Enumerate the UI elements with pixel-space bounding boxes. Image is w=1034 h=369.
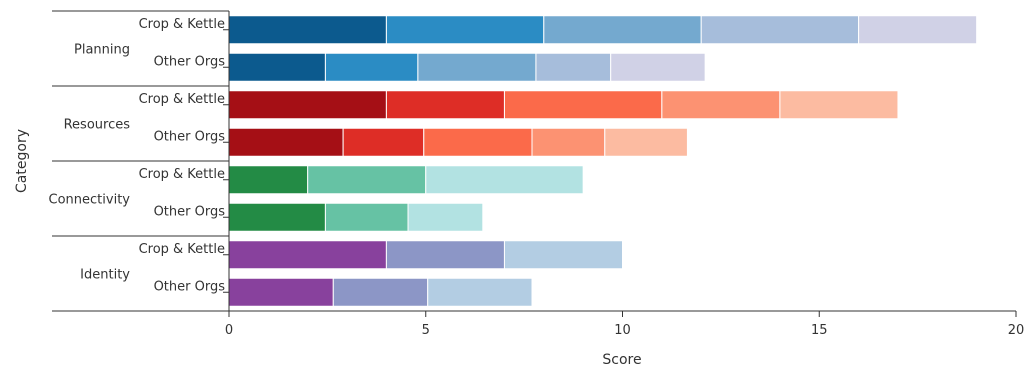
- x-tick-label: 15: [811, 323, 828, 338]
- bar-segment: [342, 127, 425, 157]
- bar-segment: [385, 240, 505, 270]
- x-tick-label: 20: [1008, 323, 1025, 338]
- bar-segment: [425, 165, 584, 195]
- bar-segment: [228, 202, 326, 232]
- y-row-label: Other Orgs: [154, 204, 226, 219]
- bar-segment: [779, 90, 899, 120]
- bar-segment: [543, 15, 702, 45]
- bar-segment: [385, 15, 545, 45]
- bar-segment: [503, 240, 624, 270]
- bar-segment: [228, 165, 309, 195]
- bar-segment: [228, 277, 334, 307]
- bar-segment: [700, 15, 860, 45]
- bar-segment: [427, 277, 533, 307]
- x-tick-label: 5: [422, 323, 430, 338]
- bar-segment: [228, 52, 326, 82]
- bar-segment: [228, 90, 387, 120]
- bar-segment: [324, 202, 409, 232]
- bar-segment: [423, 127, 533, 157]
- bar-segment: [385, 90, 505, 120]
- y-group-label: Resources: [64, 118, 131, 133]
- bar-segment: [407, 202, 484, 232]
- y-row-label: Crop & Kettle: [139, 92, 225, 107]
- bar-segment: [228, 240, 387, 270]
- y-row-label: Crop & Kettle: [139, 167, 225, 182]
- y-group-label: Connectivity: [49, 193, 131, 208]
- axes-layer: Crop & Kettle Other Orgs Planning Crop & Ke…: [49, 10, 1025, 338]
- x-axis-title: Score: [602, 352, 641, 368]
- y-row-label: Crop & Kettle: [139, 242, 225, 257]
- bars-layer: [228, 15, 978, 307]
- bar-segment: [604, 127, 688, 157]
- y-group-label: Planning: [74, 43, 130, 58]
- x-tick-label: 0: [225, 323, 233, 338]
- bar-segment: [228, 15, 387, 45]
- bar-segment: [535, 52, 612, 82]
- bar-segment: [332, 277, 429, 307]
- y-row-label: Other Orgs: [154, 54, 226, 69]
- y-row-label: Other Orgs: [154, 129, 226, 144]
- bar-segment: [858, 15, 978, 45]
- bar-segment: [610, 52, 706, 82]
- bar-segment: [503, 90, 663, 120]
- bar-segment: [531, 127, 606, 157]
- bar-segment: [228, 127, 344, 157]
- x-tick-label: 10: [614, 323, 631, 338]
- y-group-label: Identity: [80, 268, 130, 283]
- y-axis-title: Category: [14, 129, 30, 193]
- y-row-label: Crop & Kettle: [139, 17, 225, 32]
- bar-segment: [307, 165, 427, 195]
- bar-segment: [324, 52, 419, 82]
- y-row-label: Other Orgs: [154, 279, 226, 294]
- bar-segment: [417, 52, 537, 82]
- bar-segment: [661, 90, 781, 120]
